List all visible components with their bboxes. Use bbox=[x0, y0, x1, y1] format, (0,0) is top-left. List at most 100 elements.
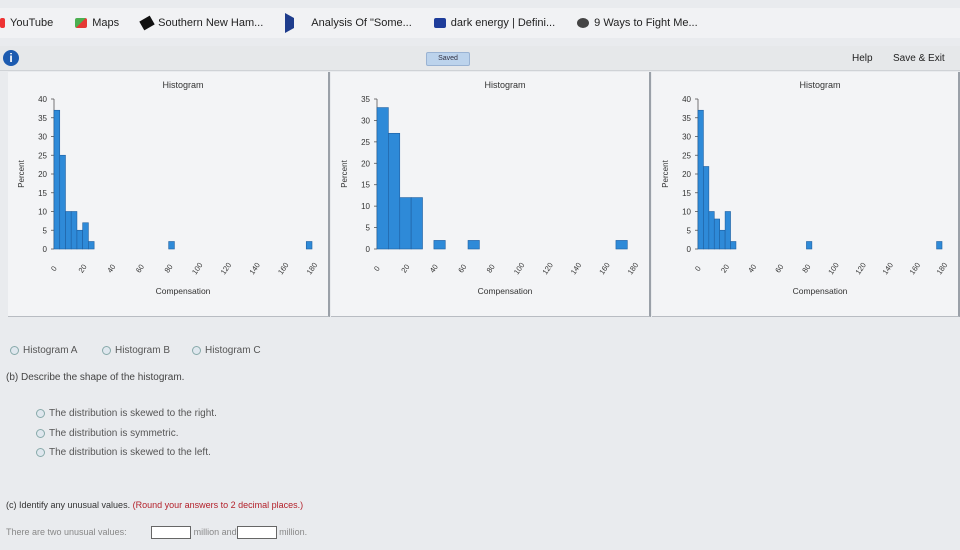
chart-c-x-tick-label: 80 bbox=[800, 263, 812, 275]
bookmark-label: Maps bbox=[92, 17, 120, 29]
chart-c-bar bbox=[730, 241, 737, 250]
radio-button[interactable] bbox=[36, 447, 45, 457]
answer-prefix: There are two unusual values: bbox=[6, 526, 127, 537]
chart-a-x-tick-label: 100 bbox=[190, 261, 205, 276]
choice-label: The distribution is skewed to the right. bbox=[49, 408, 217, 419]
chart-a-x-tick-label: 140 bbox=[247, 261, 262, 276]
part-c-prompt: (c) Identify any unusual values. (Round … bbox=[6, 500, 303, 510]
chart-c-x-tick-label: 100 bbox=[826, 261, 841, 276]
chart-c-y-tick-label: 0 bbox=[687, 245, 692, 254]
histogram-panel-c: Histogram 0 5 10 15 20 25 30 35 40 Percent 0 20 40 60 8… bbox=[652, 72, 960, 317]
info-icon[interactable]: i bbox=[3, 50, 19, 66]
chart-a-y-tick-label: 30 bbox=[38, 133, 47, 142]
chart-a-bar bbox=[168, 241, 175, 250]
chart-a-bar bbox=[65, 211, 72, 250]
choice-histogram-b[interactable]: Histogram B bbox=[102, 345, 170, 356]
bookmark-maps[interactable]: Maps bbox=[75, 17, 119, 29]
choice-label: The distribution is skewed to the left. bbox=[49, 447, 211, 458]
radio-button[interactable] bbox=[36, 428, 45, 438]
chart-c-x-tick-label: 180 bbox=[935, 261, 950, 276]
chart-a-x-tick-label: 80 bbox=[163, 263, 175, 275]
radio-button[interactable] bbox=[36, 408, 45, 418]
chart-b-bar bbox=[467, 240, 480, 250]
chart-b-y-tick-label: 35 bbox=[361, 95, 370, 104]
bookmark-youtube[interactable]: YouTube bbox=[0, 17, 53, 29]
bookmark-southern-new-hampshire[interactable]: Southern New Ham... bbox=[139, 15, 263, 31]
chart-b-x-tick-label: 180 bbox=[626, 261, 641, 276]
chart-b-x-tick-label: 100 bbox=[512, 261, 527, 276]
chart-a-x-tick-label: 180 bbox=[305, 261, 320, 276]
radio-button[interactable] bbox=[192, 345, 201, 355]
unusual-value-1-input[interactable] bbox=[151, 526, 192, 539]
choice-symmetric[interactable]: The distribution is symmetric. bbox=[36, 428, 178, 439]
chart-c-bar bbox=[697, 109, 704, 250]
bookmark-label: Analysis Of "Some... bbox=[311, 17, 412, 29]
choice-histogram-c[interactable]: Histogram C bbox=[192, 345, 261, 356]
unusual-value-2-input[interactable] bbox=[236, 526, 277, 539]
histogram-chart-b: Histogram 0 5 10 15 20 25 30 35 Percent 0 20 40 60 80 1… bbox=[340, 80, 641, 296]
assignment-toolbar: i Saved Help Save & Exit bbox=[0, 46, 960, 71]
chart-a-y-tick-label: 20 bbox=[38, 170, 47, 179]
chart-a-y-tick-label: 5 bbox=[43, 226, 48, 235]
chart-c-bar bbox=[936, 241, 943, 250]
chart-c-x-axis-label: Compensation bbox=[793, 286, 848, 296]
dictionary-icon bbox=[433, 18, 446, 28]
bookmark-9-ways[interactable]: 9 Ways to Fight Me... bbox=[577, 17, 698, 29]
chart-b-y-tick-label: 5 bbox=[366, 224, 371, 233]
chart-a-x-tick-label: 120 bbox=[219, 261, 234, 276]
choice-label: Histogram A bbox=[23, 345, 78, 356]
pen-icon bbox=[139, 15, 155, 31]
chart-c-y-tick-label: 5 bbox=[687, 226, 692, 235]
choice-skewed-right[interactable]: The distribution is skewed to the right. bbox=[36, 408, 217, 419]
chart-a-bar bbox=[59, 154, 66, 250]
chart-c-x-tick-label: 120 bbox=[853, 261, 868, 276]
play-icon bbox=[285, 13, 306, 33]
chart-a-bar bbox=[76, 229, 83, 250]
radio-button[interactable] bbox=[10, 345, 19, 355]
chart-b-bar bbox=[388, 132, 401, 250]
chart-b-y-tick-label: 30 bbox=[361, 116, 370, 125]
chart-b-x-tick-label: 0 bbox=[372, 264, 382, 273]
chart-b-x-tick-label: 140 bbox=[569, 261, 584, 276]
bookmark-label: dark energy | Defini... bbox=[450, 17, 556, 29]
chart-b-x-tick-label: 20 bbox=[399, 263, 411, 275]
chart-c-bar bbox=[719, 229, 726, 250]
choice-skewed-left[interactable]: The distribution is skewed to the left. bbox=[36, 447, 211, 458]
bookmark-dark-energy[interactable]: dark energy | Defini... bbox=[433, 17, 556, 29]
chart-c-x-tick-label: 40 bbox=[746, 263, 758, 275]
choice-label: Histogram B bbox=[115, 345, 171, 356]
chart-a-y-axis-label: Percent bbox=[17, 159, 26, 187]
chart-a-bar bbox=[70, 211, 78, 250]
chart-a-y-tick-label: 10 bbox=[38, 208, 47, 217]
bookmark-label: 9 Ways to Fight Me... bbox=[594, 17, 698, 29]
chart-a-bar bbox=[88, 241, 95, 250]
unit-label-1: million and bbox=[193, 526, 237, 537]
chart-b-bar bbox=[433, 240, 446, 250]
chart-b-bar bbox=[399, 197, 412, 250]
bookmarks-bar: YouTube Maps Southern New Ham... Analysi… bbox=[0, 8, 960, 38]
help-link[interactable]: Help bbox=[852, 53, 873, 64]
chart-a-x-tick-label: 160 bbox=[276, 261, 291, 276]
radio-button[interactable] bbox=[102, 345, 111, 355]
chart-c-bar bbox=[724, 211, 731, 250]
chart-a-title: Histogram bbox=[162, 80, 203, 90]
chart-b-x-tick-label: 60 bbox=[456, 263, 468, 275]
choice-histogram-a[interactable]: Histogram A bbox=[10, 345, 77, 356]
bookmark-analysis[interactable]: Analysis Of "Some... bbox=[285, 13, 412, 33]
chart-a-y-tick-label: 25 bbox=[38, 151, 47, 160]
chart-b-x-tick-label: 80 bbox=[485, 263, 497, 275]
chart-c-y-tick-label: 30 bbox=[682, 133, 691, 142]
chart-c-x-tick-label: 20 bbox=[719, 263, 731, 275]
bookmark-label: YouTube bbox=[10, 17, 54, 29]
chart-c-title: Histogram bbox=[799, 80, 840, 90]
chart-b-y-tick-label: 10 bbox=[361, 202, 370, 211]
question-area: Histogram A Histogram B Histogram C (b) … bbox=[0, 320, 960, 550]
chart-b-y-tick-label: 0 bbox=[366, 245, 371, 254]
chart-b-bar bbox=[615, 240, 628, 250]
chart-a-x-tick-label: 40 bbox=[105, 263, 117, 275]
unusual-values-row: There are two unusual values: million an… bbox=[6, 526, 307, 539]
saved-status-badge: Saved bbox=[426, 52, 470, 66]
save-and-exit-link[interactable]: Save & Exit bbox=[893, 53, 945, 64]
chart-c-x-tick-label: 0 bbox=[693, 264, 703, 273]
choice-label: The distribution is symmetric. bbox=[49, 428, 179, 439]
